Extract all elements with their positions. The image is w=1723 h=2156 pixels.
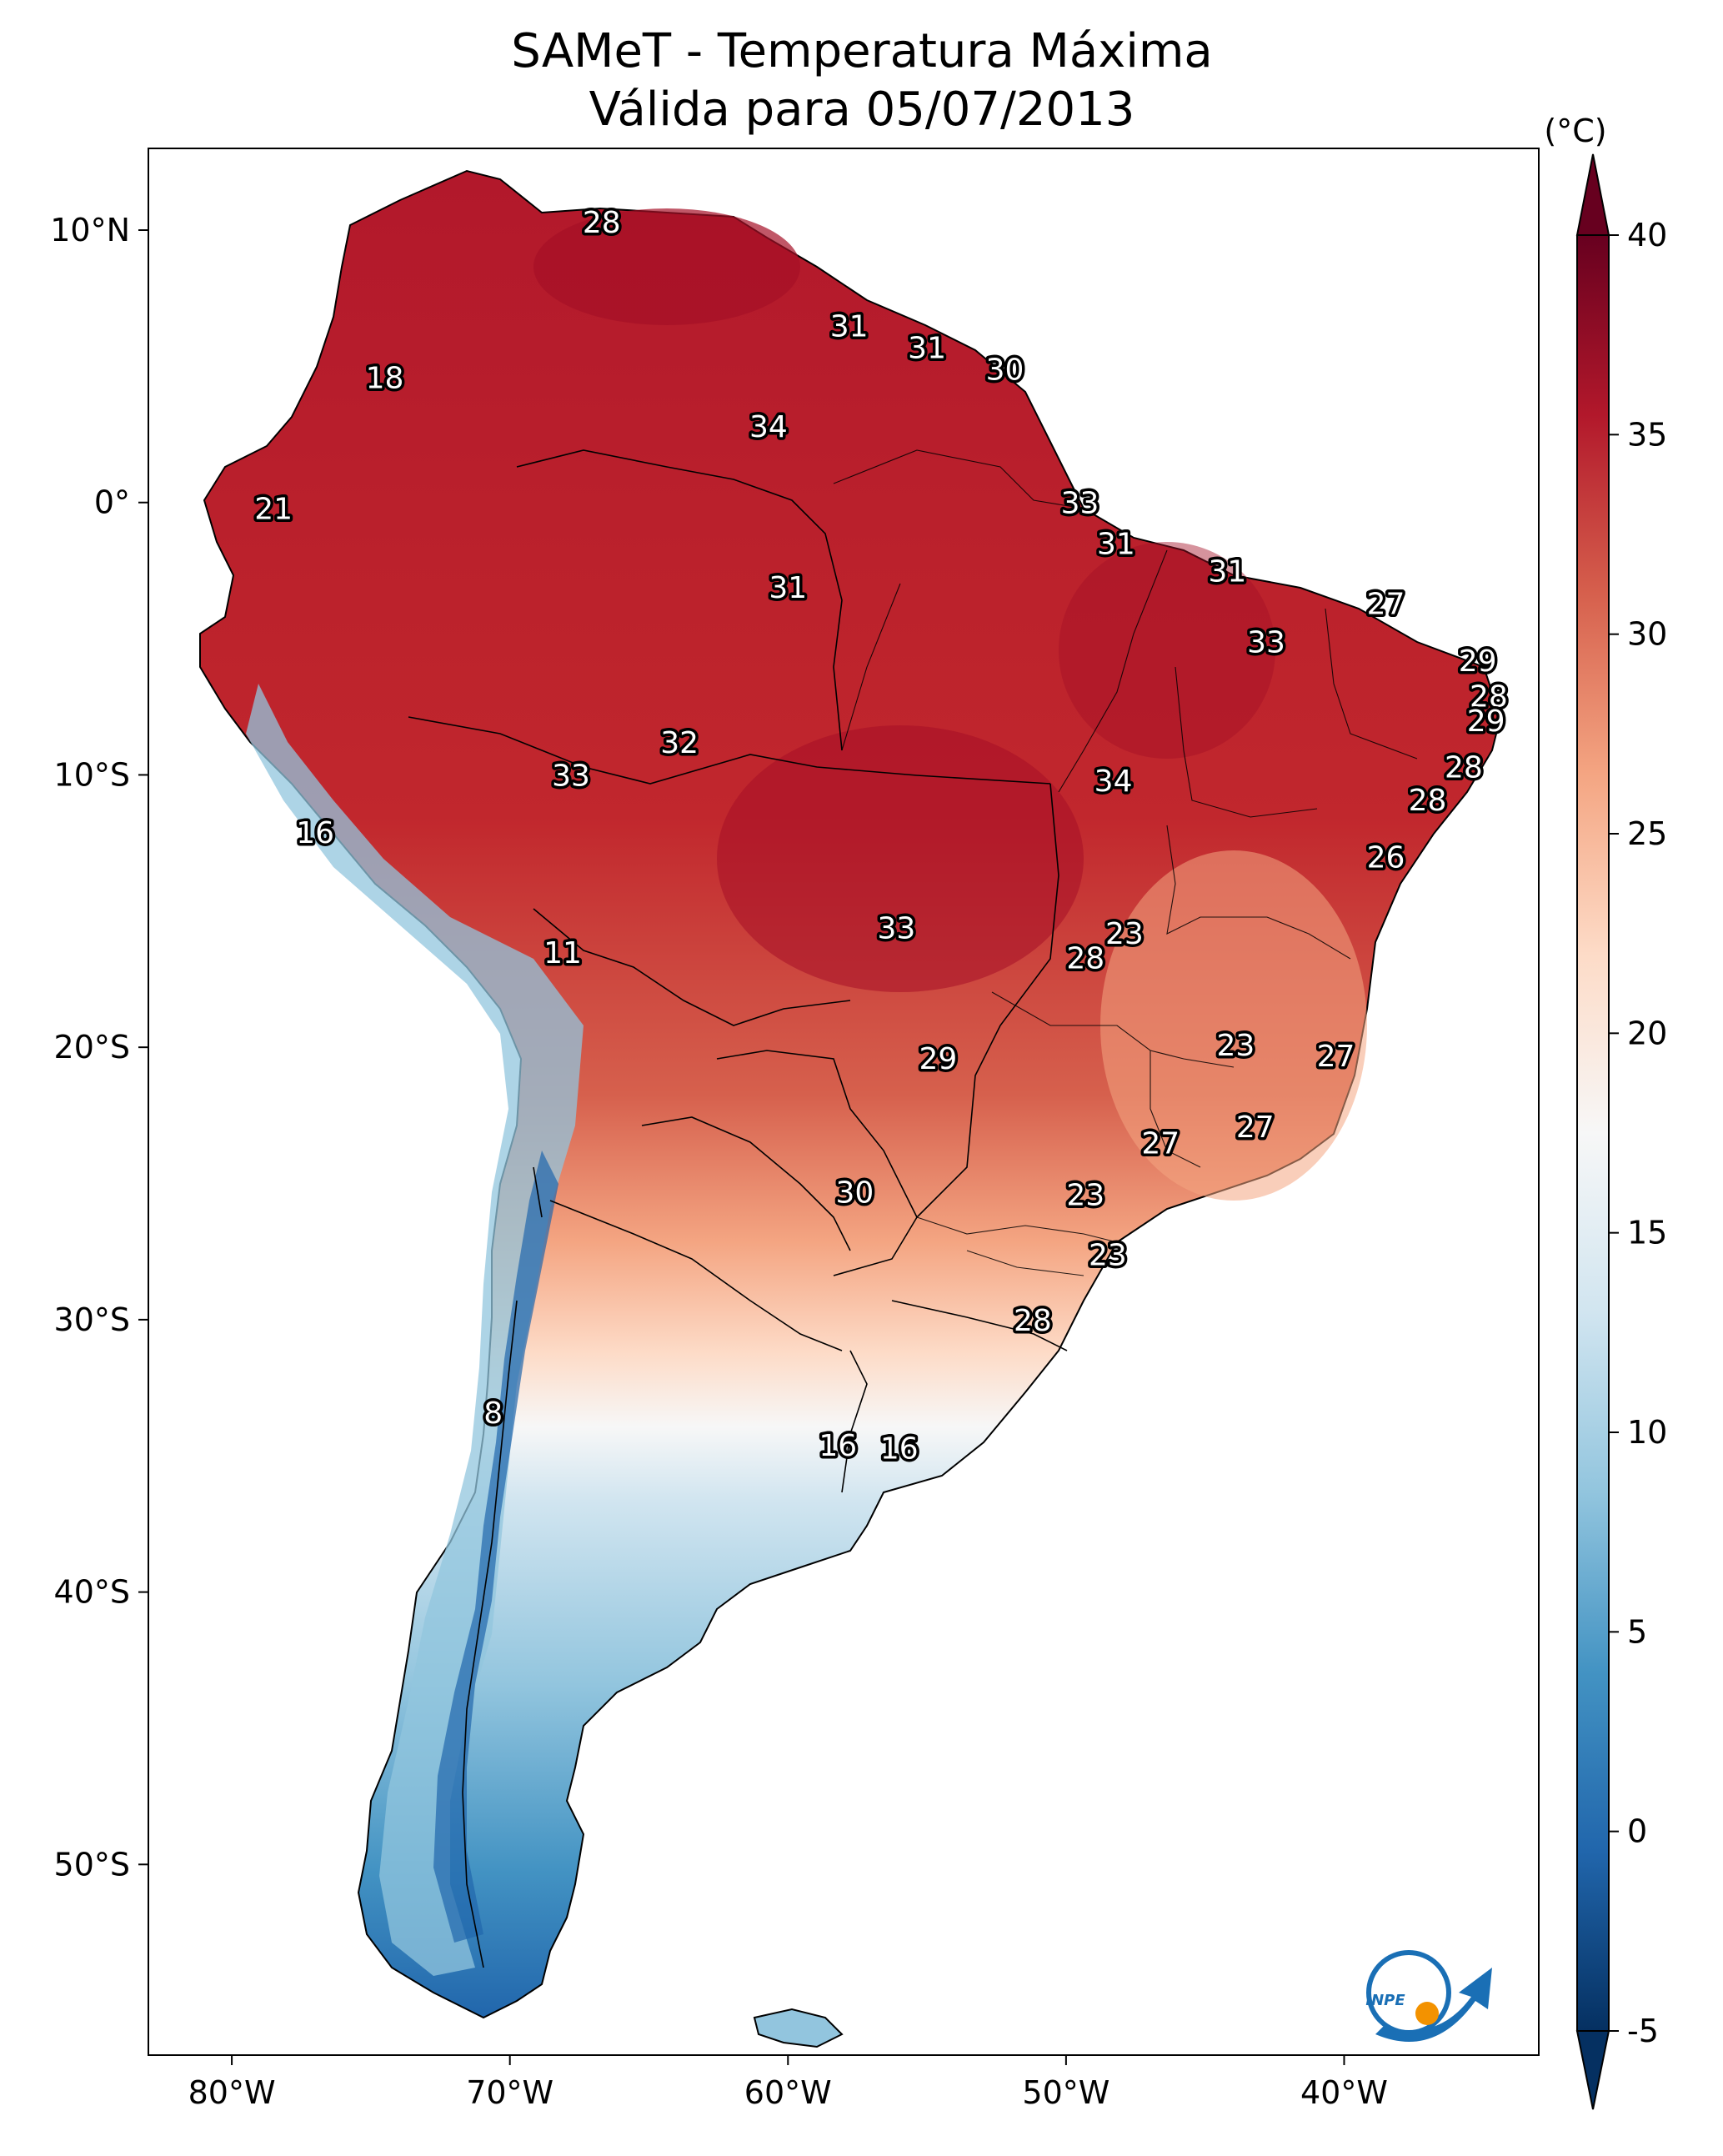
station-value: 33 — [877, 911, 915, 945]
station-value: 27 — [1236, 1111, 1275, 1145]
station-value: 29 — [1459, 644, 1497, 679]
station-value: 34 — [1094, 765, 1133, 799]
station-value: 8 — [483, 1396, 503, 1431]
station-value: 32 — [660, 726, 699, 760]
colorbar-unit: (°C) — [1544, 113, 1606, 149]
colorbar: (°C) 40 35 30 25 20 15 10 5 0 -5 — [1544, 113, 1667, 2110]
lon-tick-label: 70°W — [466, 2074, 553, 2111]
lon-tick-label: 60°W — [744, 2074, 832, 2111]
station-value: 26 — [1367, 840, 1405, 875]
colorbar-ramp — [1576, 234, 1610, 2032]
station-value: 23 — [1216, 1029, 1255, 1063]
colorbar-tick-label: 5 — [1627, 1613, 1647, 1650]
station-value: 30 — [835, 1176, 874, 1210]
station-value: 28 — [1066, 941, 1104, 975]
station-value: 16 — [296, 816, 334, 850]
colorbar-tick-label: 30 — [1627, 616, 1667, 653]
station-value: 33 — [1247, 625, 1285, 659]
hot-core-north — [533, 208, 800, 325]
colorbar-tick-label: 40 — [1627, 217, 1667, 253]
station-value: 28 — [1409, 784, 1447, 818]
station-value: 34 — [749, 410, 788, 444]
station-value: 27 — [1317, 1040, 1355, 1074]
station-value: 31 — [769, 571, 807, 605]
lat-tick-label: 20°S — [54, 1029, 130, 1065]
station-value: 29 — [919, 1042, 958, 1076]
colorbar-tick-label: 15 — [1627, 1215, 1667, 1251]
colorbar-max-extension — [1575, 153, 1610, 236]
station-value: 31 — [1208, 554, 1246, 589]
colorbar-tick-label: 10 — [1627, 1414, 1667, 1451]
colorbar-tick-label: 20 — [1627, 1015, 1667, 1051]
lat-tick-label: 10°S — [54, 756, 130, 793]
map-frame — [148, 148, 1540, 2056]
station-value: 31 — [908, 332, 946, 366]
station-value: 27 — [1141, 1127, 1180, 1161]
map-area — [199, 169, 1502, 2048]
colorbar-min-extension — [1575, 2030, 1610, 2110]
station-value: 27 — [1367, 588, 1405, 622]
colorbar-tick-label: -5 — [1627, 2013, 1659, 2049]
station-value: 28 — [1445, 751, 1483, 785]
station-value: 16 — [819, 1429, 857, 1463]
station-value: 33 — [552, 759, 590, 793]
station-value: 16 — [880, 1431, 919, 1466]
colorbar-tick-label: 0 — [1627, 1813, 1647, 1850]
colorbar-tick-label: 25 — [1627, 815, 1667, 852]
station-value: 30 — [986, 353, 1024, 388]
country-borders — [408, 449, 1068, 1968]
map-title: SAMeT - Temperatura Máxima — [511, 24, 1213, 78]
station-value: 23 — [1105, 917, 1144, 951]
station-value: 28 — [1014, 1304, 1052, 1338]
station-value: 11 — [543, 936, 582, 970]
inpe-logo: INPE — [1365, 1950, 1492, 2042]
station-value: 21 — [254, 492, 293, 526]
lon-tick-label: 80°W — [188, 2074, 276, 2111]
southeast-mild-zone — [1100, 850, 1367, 1201]
station-value: 23 — [1066, 1179, 1104, 1213]
station-value: 31 — [830, 309, 869, 343]
station-value: 18 — [366, 361, 404, 395]
lat-tick-label: 50°S — [54, 1846, 130, 1883]
hot-core-central — [717, 725, 1084, 992]
logo-text: INPE — [1365, 1992, 1405, 2009]
station-value: 28 — [1470, 680, 1508, 714]
station-value: 28 — [583, 206, 621, 240]
lat-tick-label: 0° — [94, 484, 130, 521]
falkland-islands — [753, 2008, 844, 2048]
station-value: 31 — [1097, 528, 1135, 562]
map-subtitle: Válida para 05/07/2013 — [589, 83, 1135, 137]
state-borders — [833, 449, 1418, 1276]
lat-tick-label: 40°S — [54, 1574, 130, 1611]
logo-orange-sun — [1415, 2002, 1439, 2025]
lon-tick-label: 40°W — [1300, 2074, 1388, 2111]
logo-arrow-swoosh — [1375, 1968, 1492, 2042]
axis-ticks: 10°N 0° 10°S 20°S 30°S 40°S 50°S 80°W 70°W 60°W 50… — [50, 212, 1388, 2111]
station-value: 33 — [1061, 487, 1099, 521]
andes-cool-zone — [246, 684, 584, 1976]
lat-tick-label: 30°S — [54, 1301, 130, 1338]
station-value: 29 — [1467, 704, 1505, 739]
lat-tick-label: 10°N — [50, 212, 130, 248]
lon-tick-label: 50°W — [1022, 2074, 1109, 2111]
station-value: 23 — [1089, 1238, 1127, 1272]
hot-core-east — [1059, 542, 1275, 759]
colorbar-tick-label: 35 — [1627, 416, 1667, 453]
